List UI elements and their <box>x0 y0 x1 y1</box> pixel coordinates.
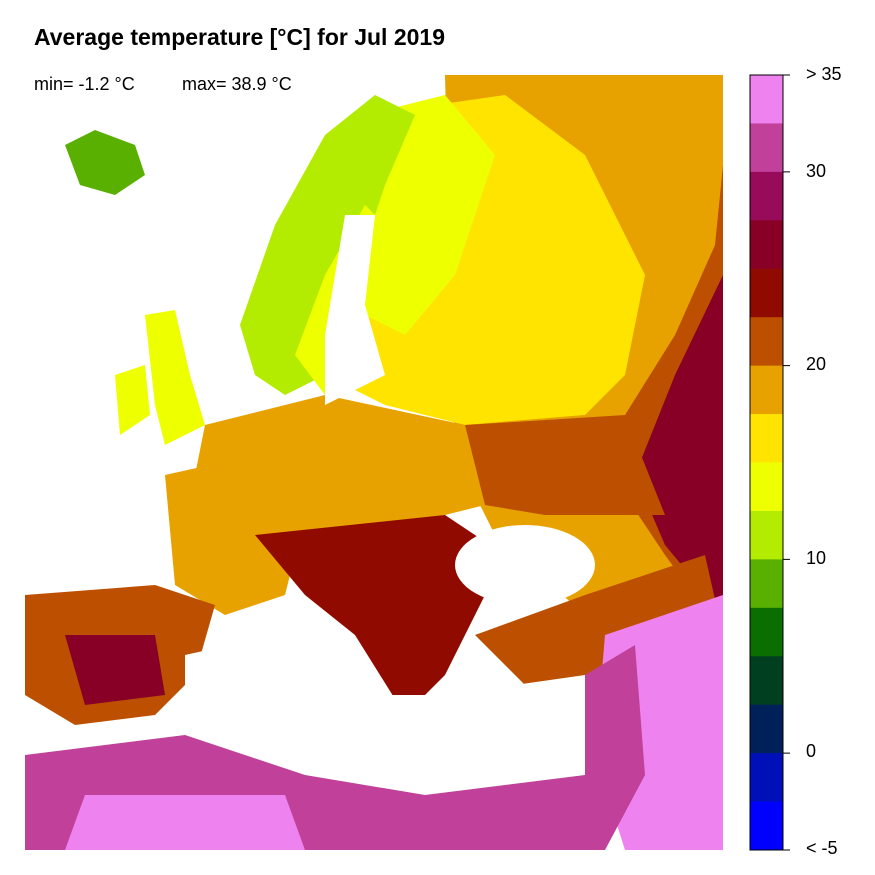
legend-bin <box>750 510 783 560</box>
region-scandinavia <box>240 95 415 395</box>
region-britain <box>145 310 205 445</box>
legend-bin <box>750 559 783 609</box>
legend-bin <box>750 656 783 706</box>
legend-bin <box>750 801 783 851</box>
legend-tick-label: 20 <box>806 354 827 374</box>
legend-bin <box>750 123 783 173</box>
color-legend <box>749 74 790 851</box>
map-title: Average temperature [°C] for Jul 2019 <box>34 24 445 50</box>
temperature-map <box>25 75 723 850</box>
black-sea <box>455 525 595 605</box>
legend-bin <box>750 607 783 657</box>
region-ireland <box>115 365 150 435</box>
legend-tick-label: > 35 <box>806 64 842 84</box>
min-value: min= -1.2 °C <box>34 74 135 94</box>
legend-bin <box>750 462 783 512</box>
legend-tick-label: 30 <box>806 161 827 181</box>
region-iceland <box>65 130 145 195</box>
region-france <box>165 455 305 615</box>
legend-bin <box>750 414 783 463</box>
region-sahara <box>65 795 305 850</box>
legend-border <box>749 74 784 851</box>
region-balkans <box>255 515 505 715</box>
legend-tick-label: 10 <box>806 548 827 568</box>
max-value: max= 38.9 °C <box>182 74 292 94</box>
legend-bin <box>750 220 783 270</box>
legend-bin <box>750 268 783 318</box>
legend-tick-label: < -5 <box>806 838 838 858</box>
region-ukraine <box>465 415 665 515</box>
region-iberia-center <box>65 635 165 705</box>
legend-tick-label: 0 <box>806 741 817 761</box>
legend-bin <box>750 753 783 803</box>
region-east-hotter <box>635 275 723 615</box>
legend-bin <box>750 365 783 415</box>
baltic-sea <box>325 215 385 405</box>
region-levant <box>585 645 645 850</box>
legend-bin <box>750 75 783 124</box>
legend-bin <box>750 704 783 754</box>
mediterranean-sea <box>185 635 585 795</box>
legend-bin <box>750 171 783 221</box>
legend-bin <box>750 317 783 367</box>
